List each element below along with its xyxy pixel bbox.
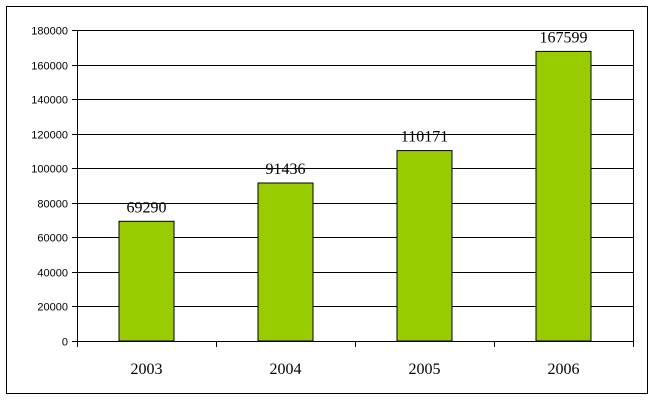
data-labels: 69290 91436 110171 167599 [127, 29, 588, 216]
y-tick-label: 140000 [31, 95, 68, 107]
y-axis: 0 20000 40000 60000 80000 100000 120000 140000 1… [31, 26, 77, 349]
y-tick-label: 20000 [37, 302, 68, 314]
bar-2005 [396, 150, 453, 342]
y-tick-label: 80000 [37, 199, 68, 211]
y-tick-label: 0 [62, 337, 68, 349]
bar-2003 [118, 220, 175, 342]
y-tick-label: 180000 [31, 26, 68, 38]
data-label: 69290 [127, 199, 167, 216]
bars [118, 50, 592, 342]
x-axis: 2003 2004 2005 2006 [77, 341, 634, 378]
x-tick-label: 2006 [548, 361, 580, 378]
x-tick-label: 2004 [270, 361, 302, 378]
bar-2006 [535, 50, 592, 342]
y-tick-label: 100000 [31, 164, 68, 176]
data-label: 110171 [401, 129, 448, 146]
data-label: 167599 [540, 29, 588, 46]
y-tick-label: 60000 [37, 233, 68, 245]
x-tick-label: 2003 [131, 361, 163, 378]
bar-2004 [257, 182, 314, 342]
x-tick-label: 2005 [409, 361, 441, 378]
y-tick-label: 120000 [31, 130, 68, 142]
y-tick-label: 160000 [31, 61, 68, 73]
y-tick-label: 40000 [37, 268, 68, 280]
data-label: 91436 [266, 161, 306, 178]
